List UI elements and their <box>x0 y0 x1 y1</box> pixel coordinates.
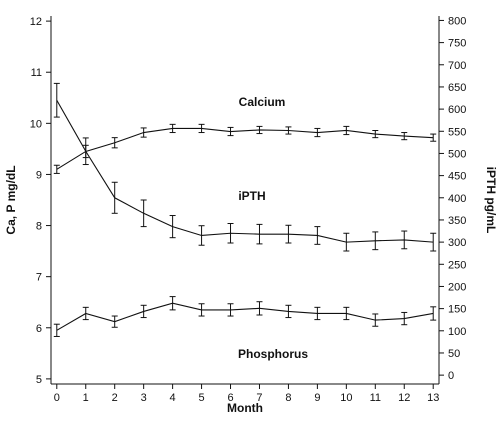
ipth-error-bar <box>198 225 205 246</box>
x-tick-label: 10 <box>340 392 352 404</box>
phosphorus-error-bar <box>140 304 147 319</box>
phosphorus-error-bar <box>111 315 118 328</box>
calcium-error-bar <box>53 164 60 174</box>
right-tick-label: 100 <box>448 326 466 338</box>
calcium-error-bar <box>372 129 379 139</box>
right-tick-label: 300 <box>448 237 466 249</box>
calcium-error-bar <box>198 123 205 134</box>
right-tick-label: 0 <box>448 370 454 382</box>
ipth-error-bar <box>401 230 408 250</box>
right-tick-label: 150 <box>448 304 466 316</box>
right-tick-label: 200 <box>448 281 466 293</box>
x-axis-ticks: 0 1 2 3 4 5 6 7 8 9 10 11 12 13 <box>54 384 439 404</box>
phosphorus-error-bar <box>227 303 234 317</box>
x-tick-label: 7 <box>256 392 262 404</box>
ipth-line <box>56 99 434 243</box>
left-tick-label: 10 <box>30 118 42 130</box>
ipth-error-bar <box>169 215 176 239</box>
phosphorus-error-bar <box>401 311 408 326</box>
phosphorus-label: Phosphorus <box>238 347 308 361</box>
right-tick-label: 400 <box>448 193 466 205</box>
ipth-error-bar <box>285 224 292 244</box>
phosphorus-error-bar <box>343 306 350 321</box>
calcium-series <box>53 123 437 174</box>
x-tick-label: 6 <box>227 392 233 404</box>
calcium-error-bar <box>169 123 176 134</box>
phosphorus-error-bar <box>169 296 176 311</box>
phosphorus-error-bar <box>372 313 379 327</box>
phosphorus-error-bar <box>256 301 263 316</box>
right-axis-ticks: 0 50 100 150 200 250 300 350 400 450 500 550 600 650 7… <box>439 15 466 382</box>
calcium-line <box>56 127 434 170</box>
x-tick-label: 3 <box>141 392 147 404</box>
left-tick-label: 11 <box>31 67 42 79</box>
left-tick-label: 8 <box>36 221 42 233</box>
x-tick-label: 0 <box>54 392 60 404</box>
left-tick-label: 7 <box>36 272 42 284</box>
x-tick-label: 12 <box>398 392 410 404</box>
calcium-label: Calcium <box>239 95 286 109</box>
phosphorus-error-bar <box>430 306 437 321</box>
right-tick-label: 550 <box>448 126 466 138</box>
phosphorus-error-bar <box>198 303 205 317</box>
phosphorus-error-bar <box>314 306 321 321</box>
left-axis-title: Ca, P mg/dL <box>4 165 18 234</box>
right-tick-label: 450 <box>448 171 466 183</box>
phosphorus-error-bar <box>53 323 60 337</box>
phosphorus-error-bar <box>285 304 292 319</box>
calcium-error-bar <box>111 137 118 149</box>
ipth-error-bar <box>140 199 147 228</box>
calcium-error-bar <box>140 127 147 138</box>
ipth-series <box>53 82 437 252</box>
left-tick-label: 6 <box>36 323 42 335</box>
ipth-error-bar <box>343 232 350 252</box>
x-tick-label: 11 <box>370 392 381 404</box>
calcium-error-bar <box>256 125 263 135</box>
x-axis-title: Month <box>227 401 263 415</box>
ipth-error-bar <box>314 226 321 245</box>
right-tick-label: 800 <box>448 15 466 27</box>
x-tick-label: 13 <box>427 392 439 404</box>
x-tick-label: 1 <box>83 392 89 404</box>
right-axis-title: iPTH pg/mL <box>484 167 498 234</box>
calcium-error-bar <box>227 126 234 137</box>
phosphorus-line <box>56 302 434 331</box>
x-tick-label: 2 <box>112 392 118 404</box>
ipth-label: iPTH <box>238 189 265 203</box>
right-tick-label: 250 <box>448 259 466 271</box>
left-tick-label: 12 <box>30 16 42 28</box>
ipth-error-bar <box>53 82 60 118</box>
right-tick-label: 50 <box>448 348 460 360</box>
x-tick-label: 5 <box>199 392 205 404</box>
phosphorus-series <box>53 296 437 337</box>
calcium-error-bar <box>401 132 408 141</box>
right-tick-label: 700 <box>448 60 466 72</box>
ipth-error-bar <box>430 232 437 252</box>
left-tick-label: 5 <box>36 374 42 386</box>
calcium-error-bar <box>314 127 321 138</box>
calcium-error-bar <box>285 126 292 135</box>
right-tick-label: 750 <box>448 38 466 50</box>
right-tick-label: 600 <box>448 104 466 116</box>
x-tick-label: 8 <box>285 392 291 404</box>
ipth-error-bar <box>372 231 379 251</box>
ipth-error-bar <box>227 222 234 244</box>
ipth-error-bar <box>111 181 118 214</box>
calcium-error-bar <box>343 125 350 136</box>
right-tick-label: 500 <box>448 148 466 160</box>
x-tick-label: 9 <box>314 392 320 404</box>
plot-frame <box>50 16 440 385</box>
ipth-error-bar <box>82 137 89 166</box>
phosphorus-error-bar <box>82 306 89 321</box>
left-axis-ticks: 5 6 7 8 9 10 11 12 <box>30 16 51 386</box>
left-tick-label: 9 <box>36 169 42 181</box>
x-tick-label: 4 <box>170 392 176 404</box>
series-layer <box>53 82 437 337</box>
right-tick-label: 350 <box>448 215 466 227</box>
ipth-error-bar <box>256 223 263 245</box>
calcium-error-bar <box>430 133 437 142</box>
right-tick-label: 650 <box>448 82 466 94</box>
